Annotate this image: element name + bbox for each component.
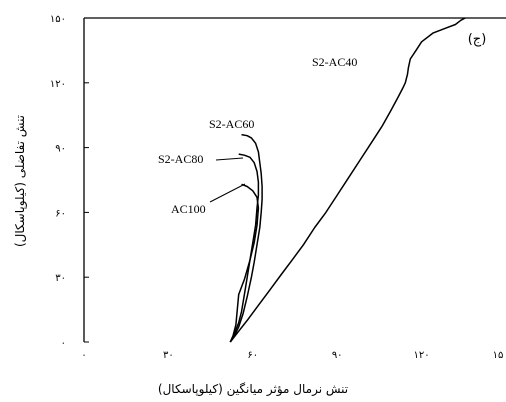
leader-line [215,157,244,161]
y-tick-label: ۳۰ [55,273,66,284]
series-label-ac100: AC100 [171,202,206,216]
series-line-ac100 [229,183,260,343]
leader-line [209,183,246,203]
panel-label: (ج) [468,32,487,47]
y-axis-title: تنش تفاضلی (کیلوپاسکال) [13,115,28,247]
series-label-s2-ac40: S2-AC40 [312,55,357,69]
series-line-s2-ac60 [229,133,263,343]
x-tick-label: ۶۰ [247,350,258,361]
y-tick-label: ۱۲۰ [50,79,66,90]
y-tick-label: ۶۰ [55,208,66,219]
x-tick-label: ۱۵ [493,350,504,361]
series-label-s2-ac60: S2-AC60 [209,117,254,131]
plot-frame [83,17,506,342]
x-axis-ticks: ۰ ۳۰ ۶۰ ۹۰ ۱۲۰ ۱۵ [81,350,503,361]
y-tick-label: ۹۰ [55,144,66,155]
x-tick-label: ۳۰ [163,350,174,361]
series-lines [229,17,466,343]
y-tick-label: ۰ [61,338,66,349]
x-tick-label: ۰ [81,350,86,361]
x-tick-label: ۱۲۰ [414,350,430,361]
y-axis-ticks: ۰ ۳۰ ۶۰ ۹۰ ۱۲۰ ۱۵۰ [50,14,89,349]
series-labels: S2-AC40 S2-AC60 S2-AC80 AC100 [158,55,357,216]
series-label-s2-ac80: S2-AC80 [158,152,203,166]
series-line-s2-ac80 [229,153,260,343]
y-tick-label: ۱۵۰ [50,14,66,25]
x-axis-title: تنش نرمال مؤثر میانگین (کیلوپاسکال) [158,382,348,397]
x-tick-label: ۹۰ [332,350,343,361]
series-line-s2-ac40 [229,17,466,343]
